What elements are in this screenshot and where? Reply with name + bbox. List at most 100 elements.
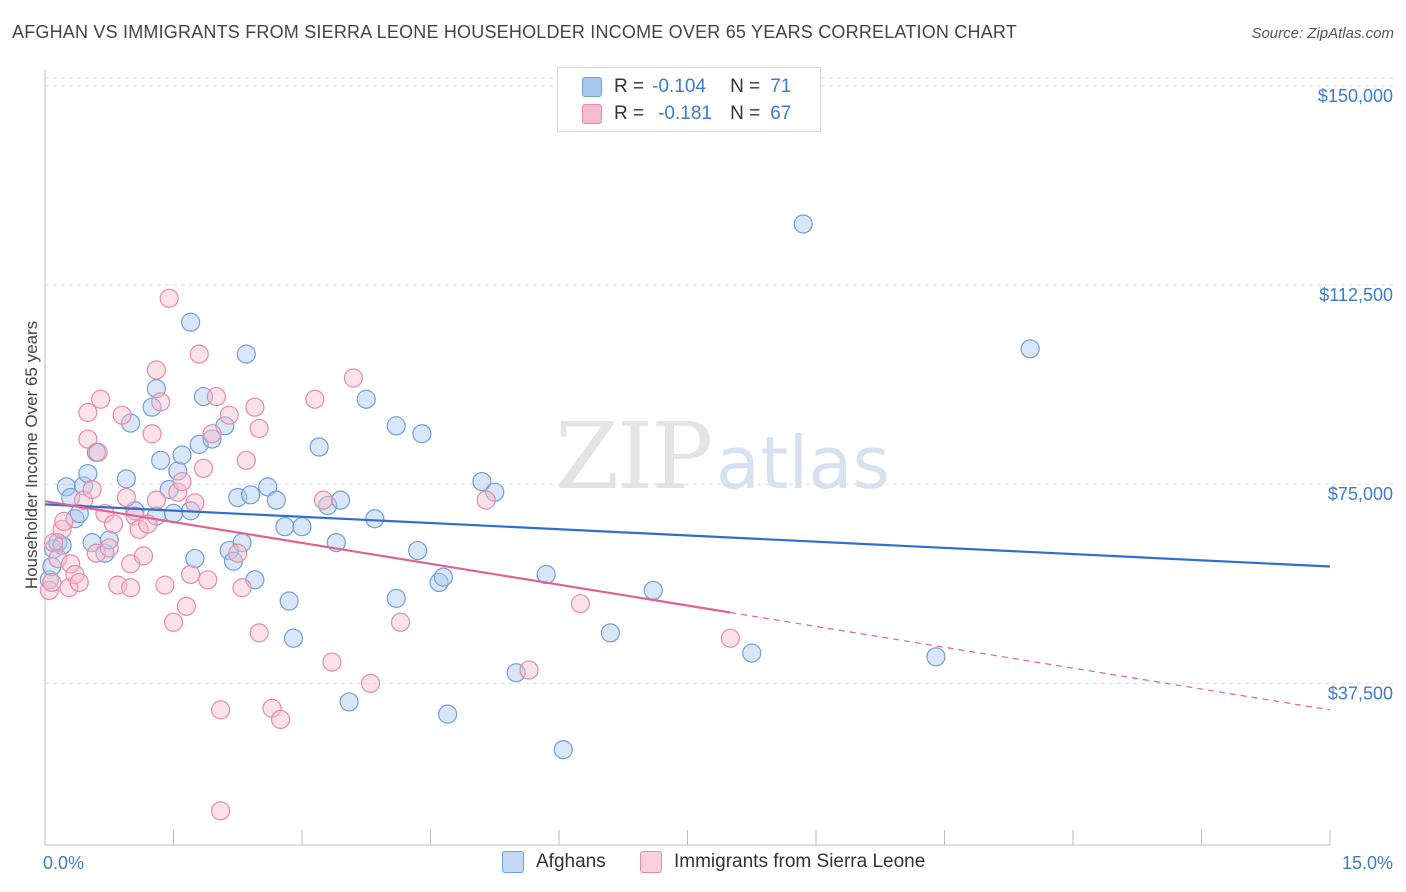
data-point	[181, 312, 201, 332]
legend-n-value: 71	[770, 76, 792, 97]
data-point	[159, 288, 179, 308]
data-point	[472, 471, 492, 492]
series-legend-label: Afghans	[536, 851, 606, 872]
data-point	[266, 490, 286, 510]
data-point	[553, 740, 573, 760]
y-axis-label: Householder Income Over 65 years	[22, 321, 41, 589]
x-tick-label: 15.0%	[1342, 853, 1393, 873]
data-point	[78, 429, 98, 449]
legend-swatch-sierra-leone	[582, 104, 602, 124]
legend-n-label: N =	[730, 103, 761, 124]
data-point	[78, 402, 98, 423]
data-point	[88, 442, 108, 462]
data-point	[52, 519, 72, 539]
data-point	[245, 397, 265, 417]
data-point	[146, 360, 166, 380]
legend-n-value: 67	[770, 103, 792, 124]
data-point	[116, 469, 136, 489]
data-point	[390, 612, 411, 632]
data-point	[42, 572, 62, 593]
y-tick-labels: $150,000 $112,500 $75,000 $37,500	[1318, 86, 1393, 703]
data-point	[155, 575, 175, 595]
data-point	[172, 445, 192, 465]
data-point	[133, 546, 154, 566]
series-swatch-sierra-leone	[640, 851, 662, 873]
data-point	[309, 437, 329, 457]
x-ticks: 0.0% 15.0%	[43, 830, 1393, 873]
data-point	[146, 490, 166, 510]
watermark: ZIP atlas	[555, 403, 890, 510]
data-point	[279, 591, 299, 611]
data-point	[412, 424, 432, 444]
chart-title: AFGHAN VS IMMIGRANTS FROM SIERRA LEONE H…	[12, 22, 1017, 42]
data-point	[249, 418, 269, 439]
data-point	[103, 514, 124, 534]
watermark-zip: ZIP	[555, 403, 711, 510]
data-point	[78, 463, 98, 484]
data-point	[365, 509, 385, 529]
trend-line	[44, 500, 731, 614]
data-point	[232, 578, 252, 598]
data-point	[185, 548, 205, 569]
legend-row-sierra-leone: R = -0.181 N = 67	[582, 101, 791, 127]
data-point	[151, 450, 171, 470]
data-point	[793, 214, 813, 234]
data-point	[570, 594, 591, 614]
data-point	[82, 479, 102, 500]
data-point	[433, 567, 453, 587]
data-point	[206, 386, 226, 407]
data-point	[438, 704, 458, 724]
data-point	[742, 643, 762, 663]
data-point	[219, 405, 239, 425]
data-point	[292, 517, 312, 537]
data-point	[176, 596, 196, 616]
data-point	[408, 540, 428, 561]
data-point	[112, 405, 132, 425]
data-point	[1020, 339, 1040, 359]
series-legend-afghans[interactable]: Afghans	[502, 851, 606, 873]
y-tick-label: $150,000	[1318, 86, 1393, 106]
legend-n-label: N =	[730, 76, 761, 97]
data-point	[121, 578, 141, 598]
data-point	[99, 530, 119, 550]
data-point	[720, 628, 740, 648]
data-point	[202, 424, 222, 444]
legend-r-label: R =	[614, 103, 645, 124]
legend-swatch-afghans	[582, 77, 602, 97]
data-point	[69, 572, 89, 593]
data-point	[360, 673, 381, 693]
data-point	[236, 344, 256, 364]
data-point	[54, 511, 74, 531]
data-point	[151, 392, 171, 412]
y-tick-label: $75,000	[1328, 484, 1393, 504]
data-point	[330, 490, 351, 510]
data-point	[322, 652, 342, 672]
trend-lines	[44, 500, 1331, 711]
trend-line	[44, 503, 1331, 568]
data-point	[283, 628, 304, 648]
data-point	[202, 429, 222, 449]
data-point	[211, 801, 231, 821]
data-point	[241, 485, 261, 505]
data-point	[356, 389, 376, 409]
data-point	[56, 477, 77, 497]
series-sierra-leone-points	[39, 288, 740, 821]
trend-line-extension	[730, 611, 1331, 711]
data-point	[185, 493, 205, 513]
data-point	[600, 623, 621, 643]
legend-row-afghans: R = -0.104 N = 71	[582, 74, 791, 100]
data-point	[48, 548, 68, 569]
series-legend-sierra-leone[interactable]: Immigrants from Sierra Leone	[640, 851, 925, 873]
data-point	[181, 564, 201, 585]
series-swatch-afghans	[502, 851, 524, 873]
data-point	[236, 450, 256, 470]
legend-r-label: R =	[614, 76, 645, 97]
data-point	[198, 570, 218, 590]
data-point	[163, 612, 184, 632]
data-point	[99, 538, 119, 558]
data-point	[61, 554, 81, 574]
data-point	[228, 543, 248, 563]
data-point	[91, 389, 111, 409]
data-point	[339, 692, 359, 712]
